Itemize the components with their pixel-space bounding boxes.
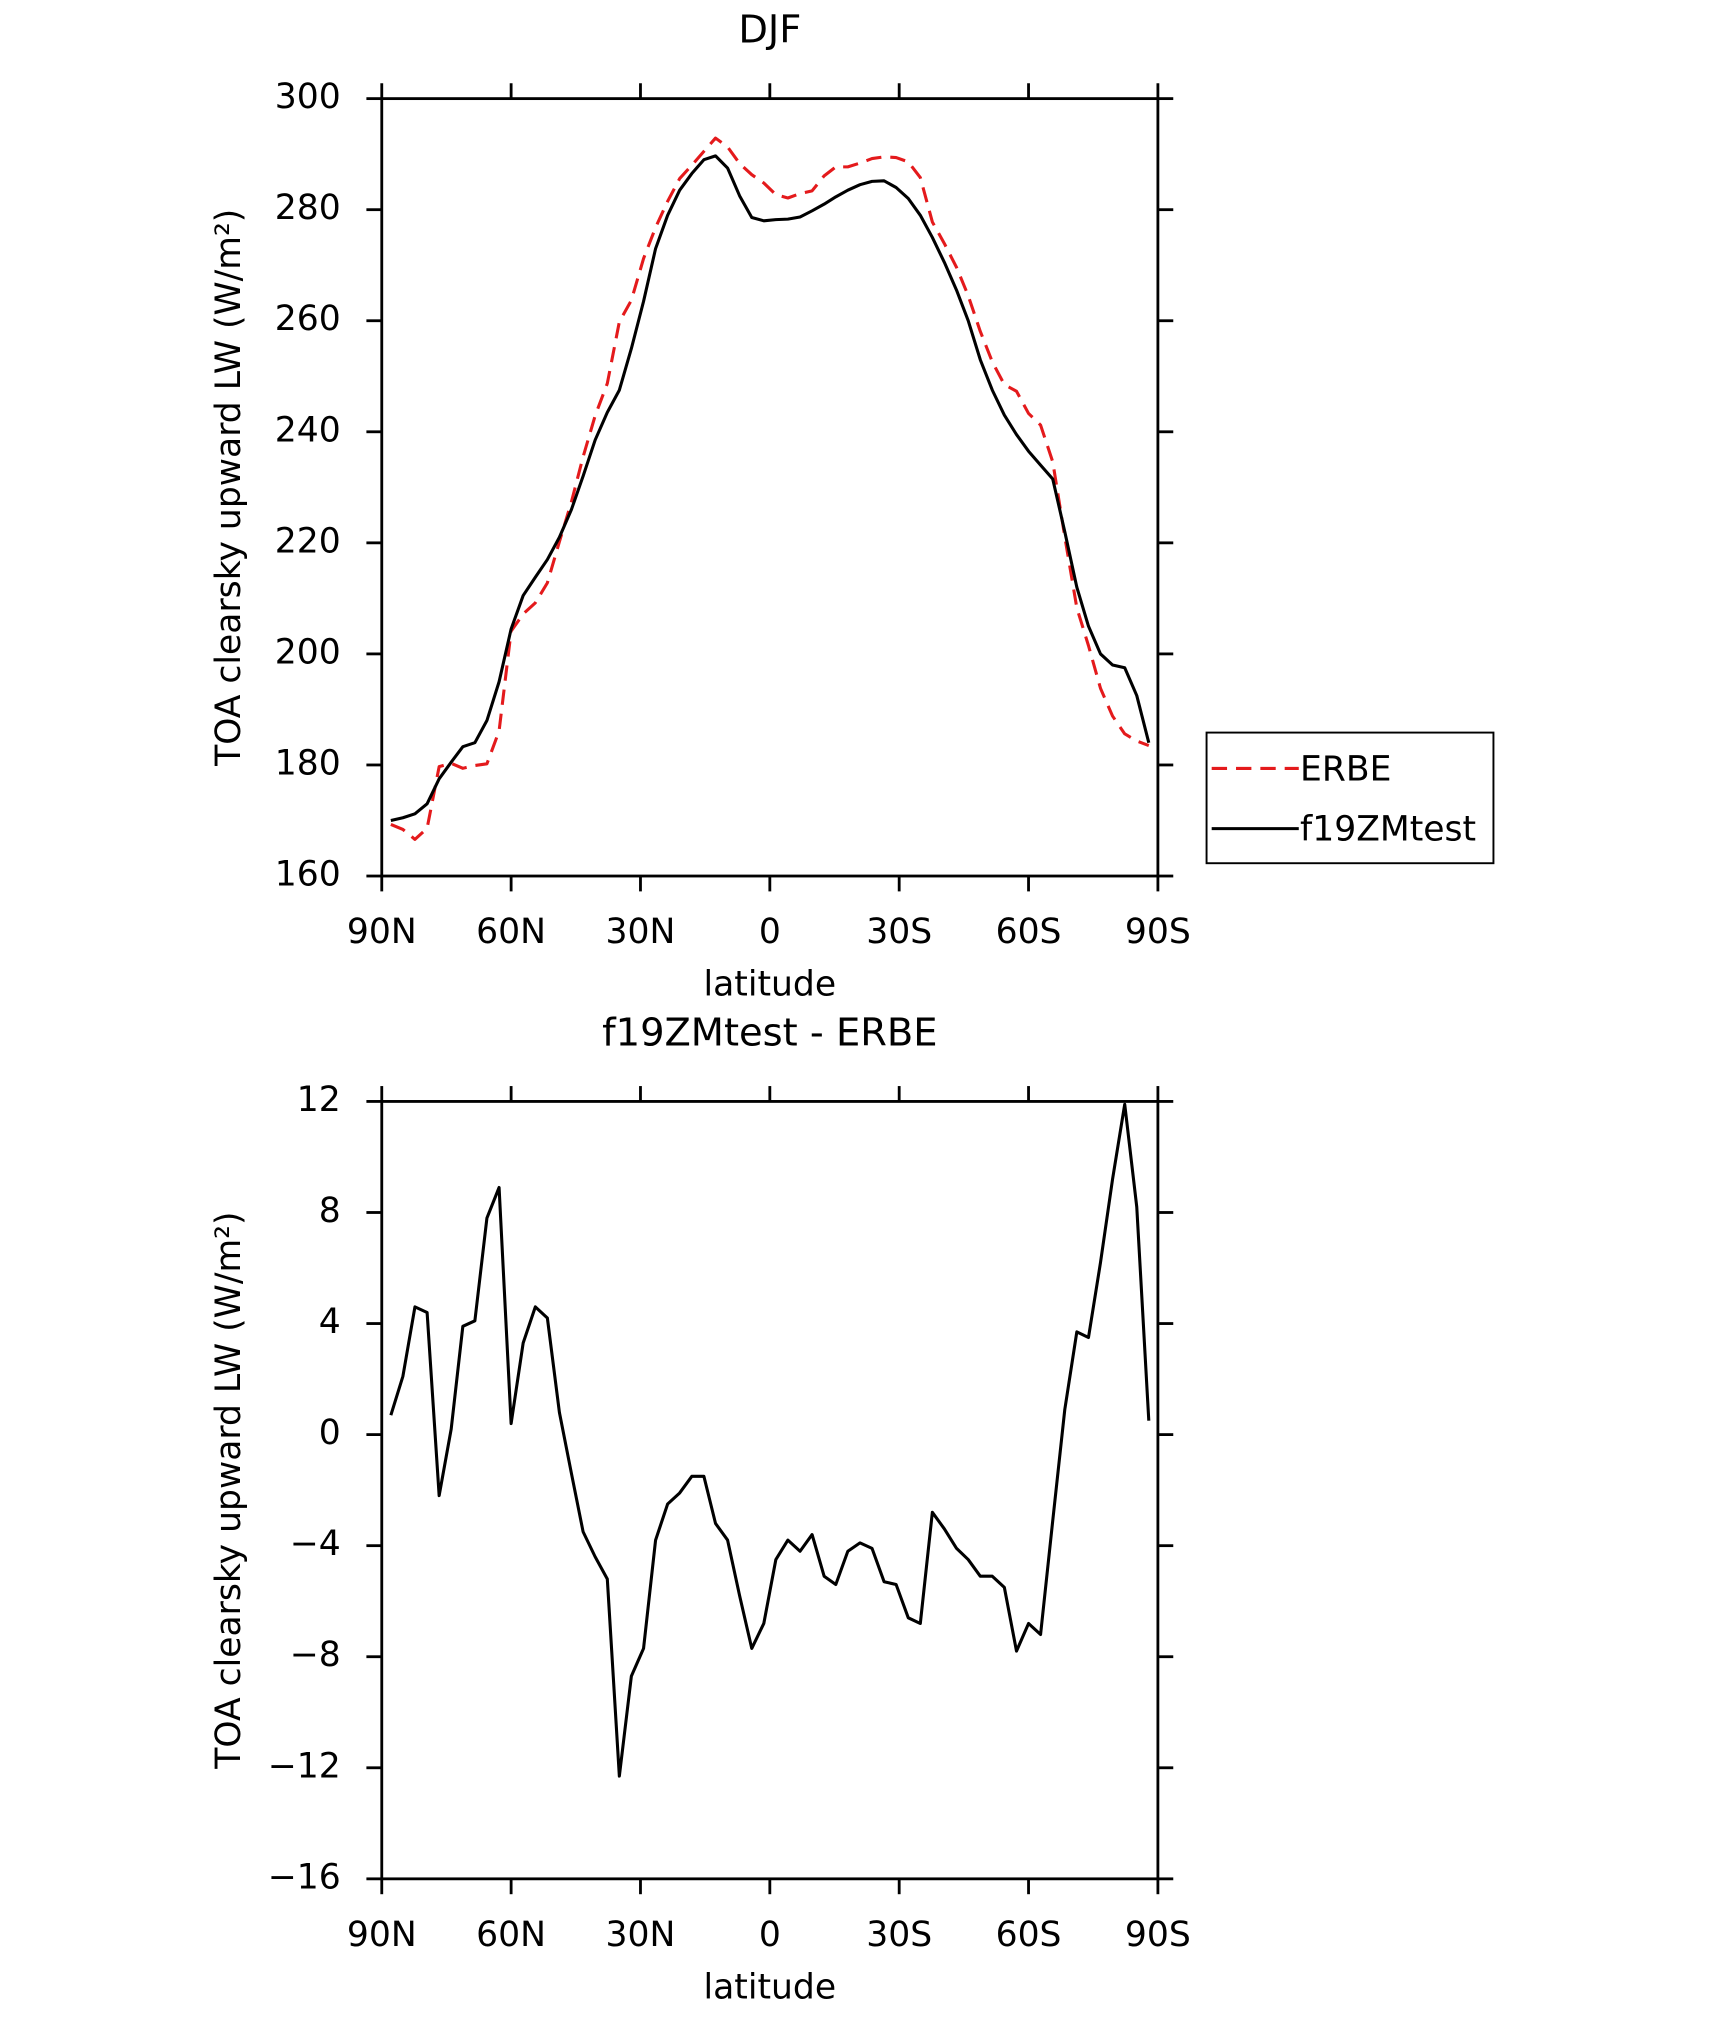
x-tick-label: 30S xyxy=(866,912,932,952)
x-tick-label: 90S xyxy=(1125,912,1191,952)
y-tick-label: −16 xyxy=(268,1857,341,1897)
legend-label: f19ZMtest xyxy=(1300,810,1476,850)
y-tick-label: 12 xyxy=(297,1080,341,1120)
x-tick-label: 60S xyxy=(996,912,1062,952)
y-tick-label: 240 xyxy=(275,410,341,450)
x-tick-label: 0 xyxy=(759,912,781,952)
chart-title: f19ZMtest - ERBE xyxy=(602,1010,937,1055)
y-tick-label: −12 xyxy=(268,1746,341,1786)
legend-label: ERBE xyxy=(1300,750,1391,790)
legend-box xyxy=(1205,731,1495,865)
y-axis-label: TOA clearsky upward LW (W/m²) xyxy=(209,1212,249,1770)
x-tick-label: 30S xyxy=(866,1915,932,1955)
x-axis-label: latitude xyxy=(704,965,837,1005)
y-tick-label: 4 xyxy=(319,1302,341,1342)
y-tick-label: −8 xyxy=(290,1635,341,1675)
y-axis-label: TOA clearsky upward LW (W/m²) xyxy=(209,209,249,767)
chart-title: DJF xyxy=(738,8,801,53)
y-tick-label: 200 xyxy=(275,632,341,672)
x-tick-label: 30N xyxy=(606,912,676,952)
x-tick-label: 60S xyxy=(996,1915,1062,1955)
y-tick-label: 260 xyxy=(275,299,341,339)
x-tick-label: 60N xyxy=(476,1915,546,1955)
y-tick-label: 160 xyxy=(275,855,341,895)
y-tick-label: −4 xyxy=(290,1524,341,1564)
plot-frame xyxy=(380,97,1160,878)
y-tick-label: 220 xyxy=(275,521,341,561)
series-line xyxy=(390,136,1150,841)
series-line xyxy=(390,154,1151,822)
plot-frame xyxy=(380,1100,1160,1881)
y-tick-label: 0 xyxy=(319,1413,341,1453)
x-tick-label: 90N xyxy=(347,912,417,952)
y-tick-label: 300 xyxy=(275,77,341,117)
x-tick-label: 0 xyxy=(759,1915,781,1955)
x-tick-label: 90N xyxy=(347,1915,417,1955)
x-tick-label: 30N xyxy=(606,1915,676,1955)
y-tick-label: 180 xyxy=(275,743,341,783)
x-tick-label: 60N xyxy=(476,912,546,952)
y-tick-label: 8 xyxy=(319,1191,341,1231)
y-tick-label: 280 xyxy=(275,188,341,228)
series-line xyxy=(389,1102,1151,1778)
x-axis-label: latitude xyxy=(704,1967,837,2007)
x-tick-label: 90S xyxy=(1125,1915,1191,1955)
